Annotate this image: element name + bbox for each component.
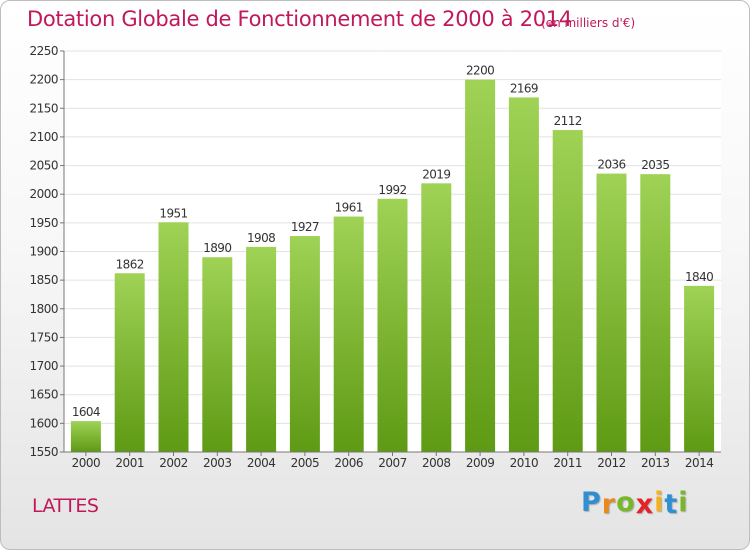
- y-tick-label: 1550: [29, 445, 58, 459]
- bar-value-label: 2169: [510, 81, 538, 95]
- bar-2009: [465, 79, 496, 453]
- y-tick-label: 2000: [29, 187, 58, 201]
- x-tick-label: 2002: [159, 456, 188, 470]
- y-tick-label: 1900: [29, 245, 58, 259]
- y-tick-label: 1600: [29, 416, 58, 430]
- logo-letter: r: [601, 489, 617, 520]
- bar-value-label: 1961: [335, 201, 363, 215]
- y-tick-label: 2050: [29, 159, 58, 173]
- bar-2013: [640, 174, 671, 452]
- y-tick-label: 1950: [29, 216, 58, 230]
- x-tick-label: 2009: [466, 456, 495, 470]
- chart-subtitle: (en milliers d'€): [541, 16, 636, 30]
- y-tick-label: 2100: [29, 130, 58, 144]
- y-tick-label: 2150: [29, 101, 58, 115]
- logo-letter: P: [581, 487, 602, 518]
- x-tick-label: 2011: [553, 456, 582, 470]
- bar-value-label: 1604: [72, 405, 100, 419]
- x-tick-label: 2010: [510, 456, 539, 470]
- bar-2005: [289, 236, 320, 452]
- x-tick-label: 2007: [378, 456, 407, 470]
- bar-2014: [684, 285, 715, 452]
- logo-letter: t: [664, 489, 679, 520]
- bar-2008: [421, 183, 452, 452]
- chart-title: Dotation Globale de Fonctionnement de 20…: [27, 7, 572, 31]
- y-tick-label: 1800: [29, 302, 58, 316]
- bar-2011: [552, 130, 583, 452]
- y-tick-label: 1850: [29, 273, 58, 287]
- y-tick-label: 1750: [29, 330, 58, 344]
- bar-2006: [333, 216, 364, 452]
- data-labels: 1604 1862 1951 1890 1908 1927 1961 1992 2019 2200…: [72, 64, 714, 419]
- bar-value-label: 1840: [685, 270, 713, 284]
- x-tick-label: 2012: [597, 456, 626, 470]
- bars: [70, 79, 715, 453]
- y-tick-label: 1700: [29, 359, 58, 373]
- bar-2010: [508, 97, 539, 452]
- bar-2001: [114, 273, 145, 452]
- bar-2012: [596, 173, 627, 452]
- bar-value-label: 2112: [554, 114, 582, 128]
- x-tick-label: 2005: [291, 456, 320, 470]
- y-tick-label: 1650: [29, 388, 58, 402]
- bar-2002: [158, 222, 189, 452]
- bar-value-label: 2036: [597, 158, 625, 172]
- axes: 1550 1600 1650 1700 1750 1800 1850 1900 1950 2000…: [29, 44, 721, 470]
- x-tick-label: 2008: [422, 456, 451, 470]
- x-tick-label: 2006: [334, 456, 363, 470]
- place-name: LATTES: [32, 495, 99, 517]
- bar-value-label: 2200: [466, 64, 494, 78]
- logo-letter: i: [654, 487, 665, 518]
- logo-letter: i: [678, 487, 689, 518]
- x-tick-label: 2004: [247, 456, 276, 470]
- bar-value-label: 1908: [247, 231, 275, 245]
- y-tick-label: 2200: [29, 73, 58, 87]
- bar-2004: [246, 246, 277, 452]
- x-tick-label: 2001: [115, 456, 144, 470]
- x-tick-label: 2003: [203, 456, 232, 470]
- bar-value-label: 2019: [422, 167, 450, 181]
- x-tick-label: 2013: [641, 456, 670, 470]
- y-tick-label: 2250: [29, 44, 58, 58]
- bar-2000: [70, 421, 101, 452]
- bar-value-label: 1951: [159, 206, 187, 220]
- bar-value-label: 1927: [291, 220, 319, 234]
- bar-value-label: 1862: [116, 257, 144, 271]
- bar-value-label: 1890: [203, 241, 231, 255]
- proxiti-logo: Proxiti: [581, 487, 689, 520]
- bar-value-label: 2035: [641, 158, 669, 172]
- logo-letter: x: [635, 489, 655, 520]
- bar-2003: [202, 257, 233, 452]
- x-tick-label: 2000: [72, 456, 101, 470]
- bar-2007: [377, 198, 408, 452]
- bar-value-label: 1992: [378, 183, 406, 197]
- x-tick-label: 2014: [685, 456, 714, 470]
- logo-letter: o: [616, 487, 636, 518]
